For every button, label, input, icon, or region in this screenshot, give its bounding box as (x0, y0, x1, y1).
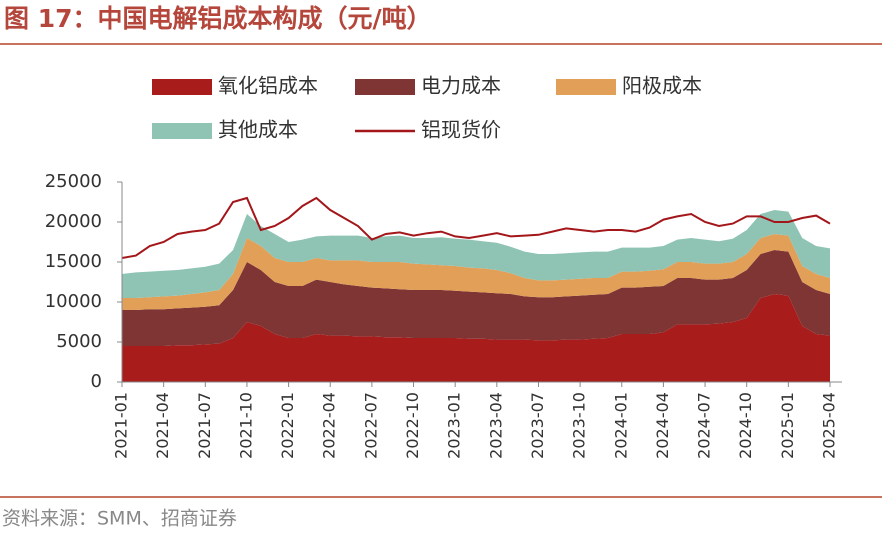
x-tick-label: 2021-04 (153, 392, 172, 459)
x-tick-label: 2025-04 (820, 392, 839, 459)
legend-swatch (556, 79, 616, 95)
legend-label: 铝现货价 (421, 118, 501, 142)
x-tick-label: 2023-04 (486, 392, 505, 459)
legend-label: 其他成本 (218, 118, 298, 142)
x-tick-label: 2024-04 (653, 392, 672, 459)
area (122, 210, 830, 298)
x-tick-label: 2024-07 (695, 392, 714, 459)
y-tick-label: 20000 (45, 211, 102, 232)
x-tick-label: 2021-07 (195, 392, 214, 459)
x-tick-label: 2023-07 (528, 392, 547, 459)
price-line (121, 196, 831, 259)
x-tick-label: 2021-10 (236, 392, 255, 459)
legend-swatch (355, 79, 415, 95)
x-tick-label: 2023-10 (570, 392, 589, 459)
area (122, 250, 830, 346)
legend-label: 氧化铝成本 (218, 74, 318, 98)
x-tick-label: 2024-01 (611, 392, 630, 459)
y-tick-label: 10000 (45, 291, 102, 312)
source: 资料来源：SMM、招商证券 (2, 508, 237, 530)
legend-label: 阳极成本 (622, 74, 702, 98)
legend-label: 电力成本 (421, 74, 501, 98)
y-tick-label: 15000 (45, 251, 102, 272)
x-tick-label: 2022-07 (361, 392, 380, 459)
x-tick-label: 2022-01 (278, 392, 297, 459)
y-tick-label: 5000 (56, 331, 102, 352)
legend-swatch (152, 79, 212, 95)
area (122, 294, 830, 382)
x-tick-label: 2024-10 (736, 392, 755, 459)
x-tick-label: 2021-01 (112, 392, 131, 459)
legend-swatch (152, 123, 212, 139)
chart-title: 图 17：中国电解铝成本构成（元/吨） (4, 4, 432, 33)
x-tick-label: 2025-01 (778, 392, 797, 459)
x-tick-label: 2023-01 (445, 392, 464, 459)
x-tick-label: 2022-04 (320, 392, 339, 459)
area (122, 234, 830, 310)
x-tick-label: 2022-10 (403, 392, 422, 459)
y-tick-label: 25000 (45, 171, 102, 192)
y-tick-label: 0 (91, 371, 102, 392)
